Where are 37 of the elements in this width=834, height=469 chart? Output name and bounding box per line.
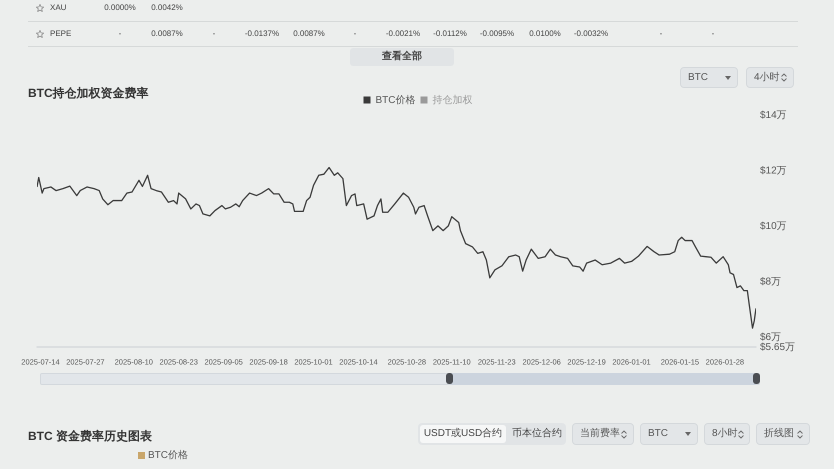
text: 0.0000% [104, 3, 136, 12]
text: 0.0087% [151, 29, 183, 38]
text: -0.0095% [480, 29, 514, 38]
dropdown: BTC [680, 67, 738, 88]
dropdown: 当前费率 [572, 423, 634, 445]
chart-title: BTC持仓加权资金费率 [28, 86, 149, 100]
text: - [118, 29, 122, 38]
text: -0.0021% [386, 29, 420, 38]
button: 查看全部 [350, 48, 454, 66]
text: BTC 资金费率历史图表 [28, 429, 152, 443]
text: - [354, 29, 356, 38]
dropdown: 8小时 [704, 423, 750, 445]
segmented-control: USDT或USD合约 币本位合约 [418, 423, 566, 445]
text: -0.0137% [244, 29, 280, 38]
y-tick-label: $8万 [760, 276, 782, 288]
y-tick-label: $6万 [760, 332, 782, 344]
y-tick-label: $10万 [760, 220, 787, 232]
text: BTC价格 [148, 450, 188, 461]
text: 0.0100% [529, 29, 561, 38]
legend-label: BTC价格 [376, 94, 416, 106]
text: 0.0087% [293, 29, 325, 38]
text: - [712, 29, 714, 38]
text: 0.0042% [151, 3, 183, 12]
legend-label: 持仓加权 [432, 94, 472, 106]
y-tick-label: $5.65万 [760, 342, 796, 353]
text: PEPE [50, 29, 72, 38]
text: - [212, 29, 216, 38]
dropdown: BTC [640, 423, 698, 445]
y-tick-label: $12万 [760, 165, 787, 176]
text: XAU [50, 3, 66, 12]
text: - [660, 29, 662, 38]
dropdown: 折线图 [756, 423, 810, 445]
tab: USDT或USD合约 [420, 425, 506, 443]
text: -0.0112% [433, 29, 467, 38]
dropdown: 4小时 [746, 67, 794, 88]
text: -0.0032% [574, 29, 608, 38]
y-tick-label: $14万 [760, 110, 787, 121]
